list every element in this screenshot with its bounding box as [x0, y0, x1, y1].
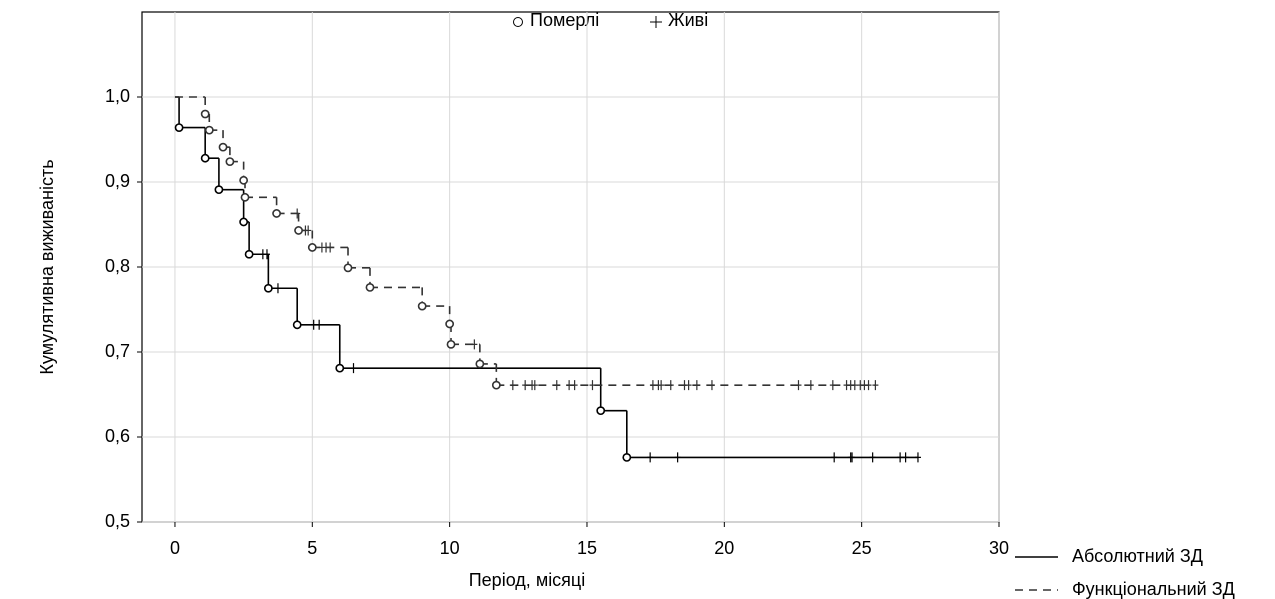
y-tick-label: 0,6: [105, 426, 130, 446]
legend-deaths: Померлі: [530, 10, 599, 30]
death-marker: [200, 109, 210, 119]
death-marker: [417, 301, 427, 311]
legend-censored: Живі: [668, 10, 708, 30]
censored-marker: [829, 380, 836, 391]
death-marker: [239, 217, 249, 227]
censored-marker: [531, 380, 538, 391]
censored-marker: [316, 319, 323, 330]
censored-marker: [274, 283, 281, 294]
death-marker: [343, 263, 353, 273]
death-marker: [214, 185, 224, 195]
censored-marker: [509, 380, 516, 391]
censored-marker: [471, 339, 478, 350]
death-marker: [622, 452, 632, 462]
x-tick-label: 15: [577, 538, 597, 558]
censored-marker: [914, 452, 921, 463]
x-tick-label: 5: [307, 538, 317, 558]
censored-marker: [865, 380, 872, 391]
death-marker: [263, 283, 273, 293]
death-marker: [240, 192, 250, 202]
censored-marker: [294, 208, 301, 219]
censored-marker: [647, 452, 654, 463]
death-marker: [204, 125, 214, 135]
death-marker: [292, 320, 302, 330]
death-marker: [244, 249, 254, 259]
x-tick-label: 30: [989, 538, 1009, 558]
death-marker: [491, 380, 501, 390]
censored-marker: [649, 380, 656, 391]
y-tick-label: 0,8: [105, 256, 130, 276]
censored-marker: [327, 242, 334, 253]
censored-marker: [795, 380, 802, 391]
censored-marker: [674, 452, 681, 463]
death-marker: [239, 175, 249, 185]
censored-marker: [693, 380, 700, 391]
legend-death-symbol: [513, 17, 523, 27]
death-marker: [596, 406, 606, 416]
censored-marker: [658, 380, 665, 391]
censored-marker: [305, 225, 312, 236]
x-tick-label: 20: [714, 538, 734, 558]
legend-label: Абсолютний ЗД: [1072, 546, 1203, 566]
x-tick-label: 0: [170, 538, 180, 558]
death-marker: [335, 363, 345, 373]
censored-marker: [807, 380, 814, 391]
censored-marker: [869, 452, 876, 463]
censored-marker: [897, 452, 904, 463]
y-tick-label: 1,0: [105, 86, 130, 106]
censored-marker: [310, 319, 317, 330]
x-tick-label: 10: [440, 538, 460, 558]
death-marker: [225, 157, 235, 166]
death-marker: [446, 339, 456, 349]
death-marker: [200, 153, 210, 163]
censored-marker: [872, 380, 879, 391]
death-marker: [365, 282, 375, 292]
death-marker: [272, 209, 281, 218]
x-tick-label: 25: [852, 538, 872, 558]
censored-marker: [263, 249, 270, 260]
death-marker: [475, 359, 485, 369]
y-tick-label: 0,7: [105, 341, 130, 361]
y-tick-label: 0,9: [105, 171, 130, 191]
death-marker: [174, 123, 184, 132]
censored-marker: [566, 380, 573, 391]
censored-marker: [902, 452, 909, 463]
censored-marker: [667, 380, 674, 391]
censored-marker: [849, 452, 856, 463]
censored-marker: [553, 380, 560, 391]
censored-marker: [851, 380, 858, 391]
legend-label: Функціональний ЗД: [1072, 579, 1235, 599]
censored-marker: [350, 363, 357, 374]
death-marker: [294, 226, 303, 235]
death-marker: [218, 142, 228, 152]
censored-marker: [522, 380, 529, 391]
y-tick-label: 0,5: [105, 511, 130, 531]
censored-marker: [831, 452, 838, 463]
censored-marker: [685, 380, 692, 391]
x-axis-label: Період, місяці: [469, 570, 586, 590]
death-marker: [307, 243, 317, 252]
censored-marker: [589, 380, 596, 391]
censored-marker: [571, 380, 578, 391]
death-marker: [445, 319, 455, 329]
legend-censored-symbol: [650, 16, 662, 28]
y-axis-label: Кумулятивна виживаність: [37, 159, 57, 374]
censored-marker: [708, 380, 715, 391]
